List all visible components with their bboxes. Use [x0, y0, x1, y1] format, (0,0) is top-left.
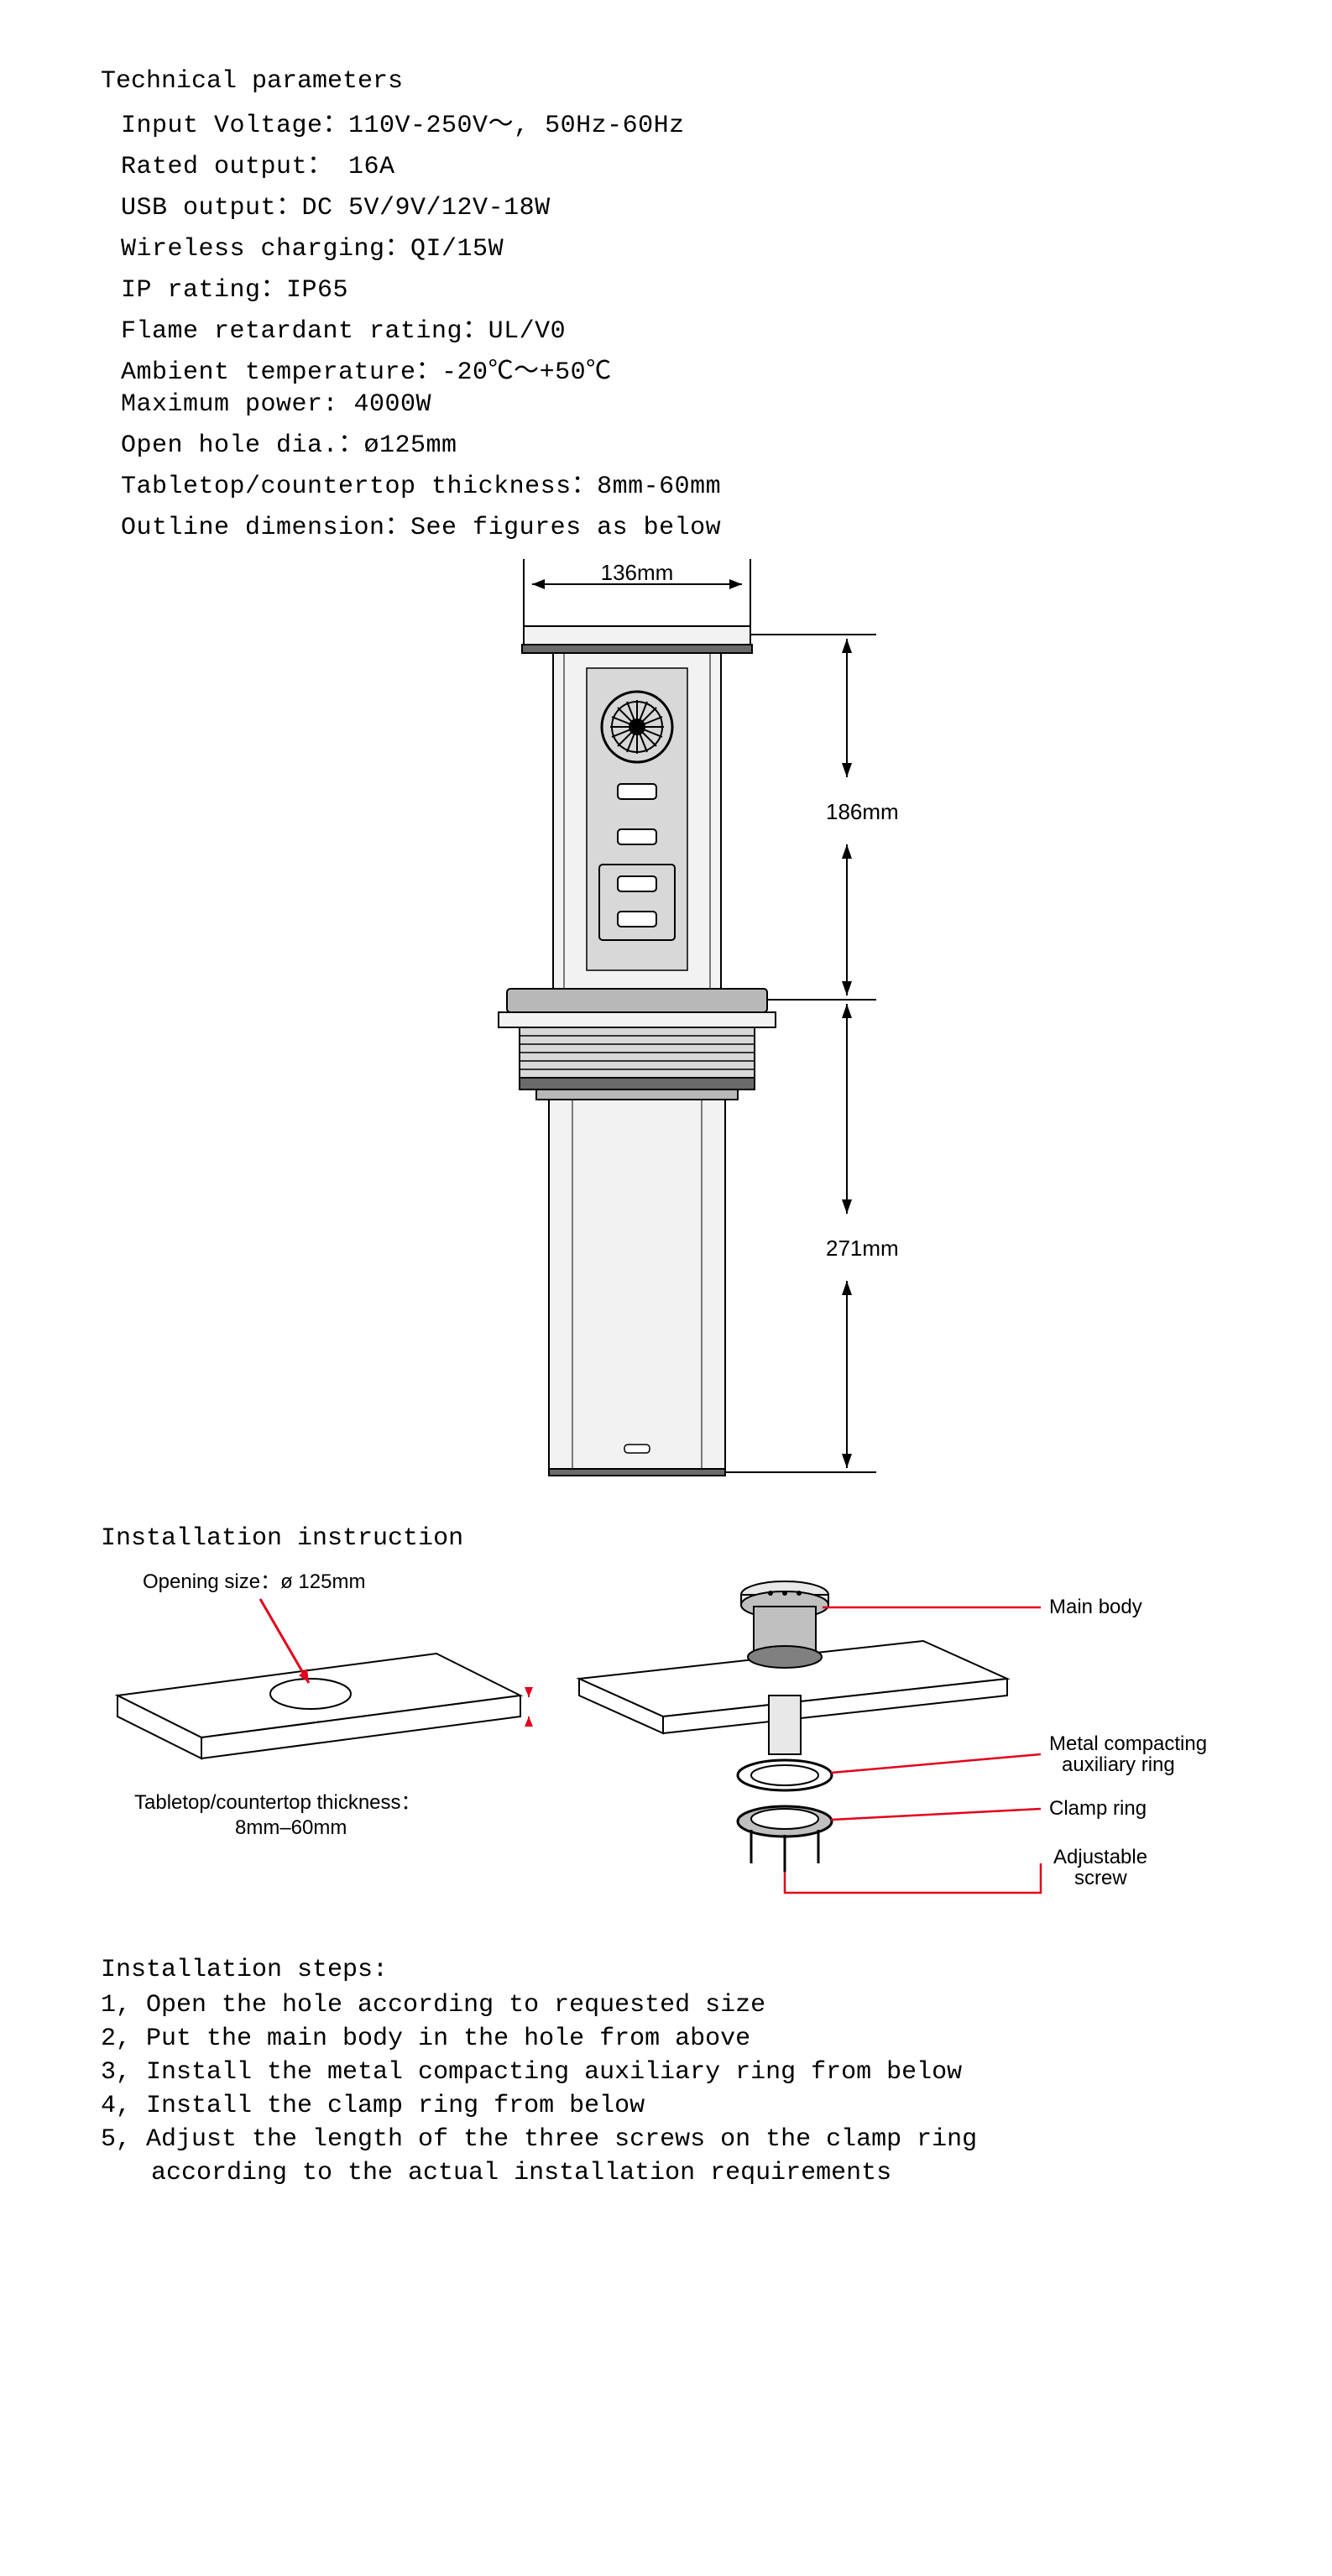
install-title: Installation instruction	[101, 1524, 1231, 1553]
install-steps-title: Installation steps:	[101, 1956, 1231, 1984]
param-line: Input Voltage：110V-250V～, 50Hz-60Hz	[121, 102, 1231, 140]
param-line: Outline dimension：See figures as below	[121, 504, 1231, 542]
param-line: Tabletop/countertop thickness：8mm-60mm	[121, 463, 1231, 501]
install-step: 3, Install the metal compacting auxiliar…	[101, 2058, 1231, 2087]
adj-screw-label-1: Adjustable	[1053, 1846, 1147, 1868]
install-section: Installation instruction Opening size：ø …	[101, 1524, 1231, 1922]
param-line: Rated output： 16A	[121, 144, 1231, 181]
upper-height-label: 186mm	[826, 799, 899, 824]
param-line: IP rating：IP65	[121, 267, 1231, 305]
clamp-ring-label: Clamp ring	[1049, 1797, 1147, 1820]
thickness-label-1: Tabletop/countertop thickness：	[134, 1791, 421, 1814]
dimension-diagram-wrap: 136mm	[101, 559, 1231, 1507]
param-line: Maximum power: 4000W	[121, 390, 1231, 419]
aux-ring-label-2: auxiliary ring	[1062, 1753, 1175, 1776]
dimension-diagram: 136mm	[373, 559, 960, 1507]
param-line: Ambient temperature：-20℃～+50℃	[121, 349, 1231, 387]
main-body-label: Main body	[1049, 1596, 1142, 1618]
thickness-label-2: 8mm–60mm	[235, 1816, 347, 1839]
install-step: 2, Put the main body in the hole from ab…	[101, 2025, 1231, 2053]
adj-screw-label-2: screw	[1074, 1867, 1127, 1889]
install-steps-section: Installation steps: 1, Open the hole acc…	[101, 1956, 1231, 2187]
tech-params-title: Technical parameters	[101, 67, 1231, 96]
tech-params-section: Technical parameters Input Voltage：110V-…	[101, 67, 1231, 542]
opening-size-label: Opening size：ø 125mm	[143, 1570, 365, 1593]
install-step: 4, Install the clamp ring from below	[101, 2092, 1231, 2120]
opening-diagram: Opening size：ø 125mm Tabletop/countertop…	[101, 1561, 537, 1863]
exploded-diagram: Main body Metal compacting auxiliary rin…	[571, 1561, 1209, 1922]
width-dim-label: 136mm	[600, 560, 673, 585]
install-step: 1, Open the hole according to requested …	[101, 1991, 1231, 2020]
aux-ring-label-1: Metal compacting	[1049, 1732, 1207, 1755]
install-step-cont: according to the actual installation req…	[151, 2159, 1231, 2187]
install-step: 5, Adjust the length of the three screws…	[101, 2125, 1231, 2154]
param-line: Wireless charging：QI/15W	[121, 226, 1231, 264]
param-line: Open hole dia.：ø125mm	[121, 422, 1231, 460]
param-line: Flame retardant rating：UL/V0	[121, 308, 1231, 346]
param-line: USB output：DC 5V/9V/12V-18W	[121, 185, 1231, 222]
lower-height-label: 271mm	[826, 1236, 899, 1261]
